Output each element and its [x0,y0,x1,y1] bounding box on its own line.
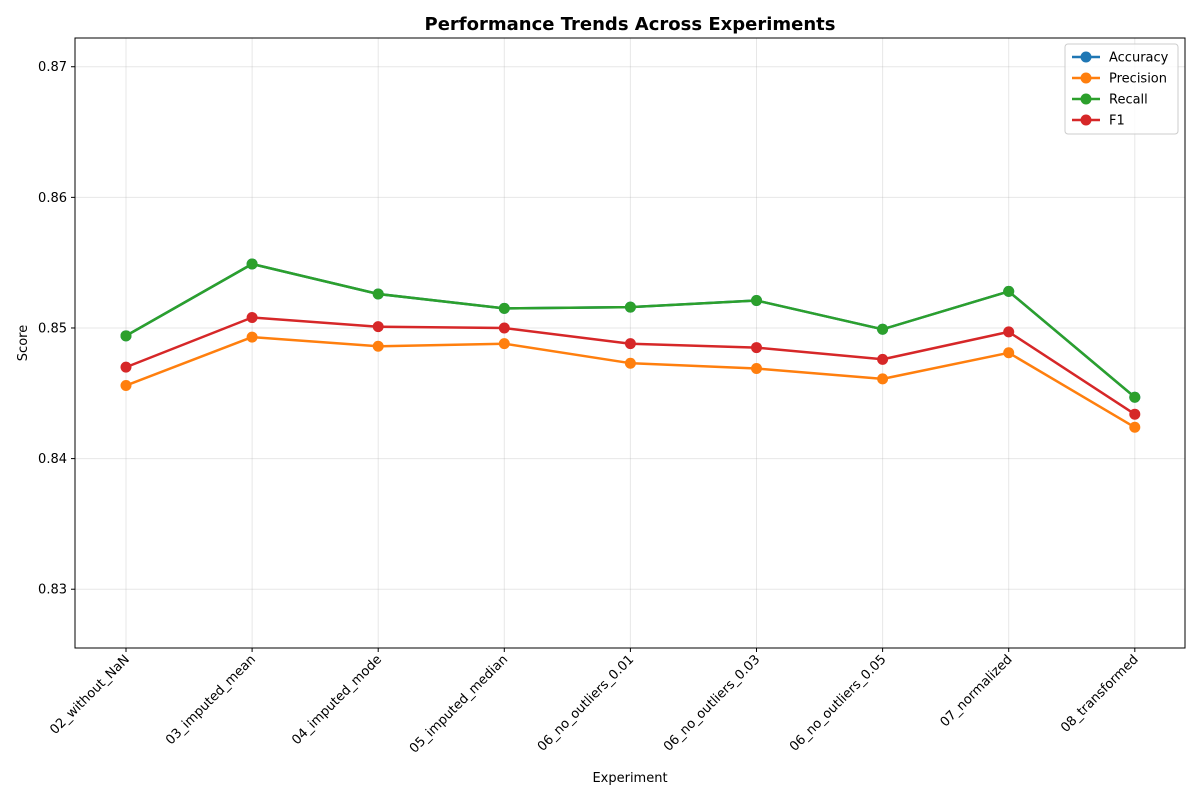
data-point [120,330,132,342]
data-point [372,340,384,352]
y-tick-label: 0.84 [38,452,67,467]
data-point [1129,391,1141,403]
data-point [372,288,384,300]
legend-label: F1 [1109,114,1125,129]
y-axis-label: Score [16,325,31,361]
y-tick-label: 0.83 [38,583,67,598]
y-tick-label: 0.87 [38,60,67,75]
data-point [624,301,636,313]
legend-swatch-marker [1080,93,1092,105]
data-point [1129,421,1141,433]
data-point [498,322,510,334]
legend-swatch-marker [1080,114,1092,126]
y-tick-label: 0.85 [38,321,67,336]
chart-title: Performance Trends Across Experiments [425,14,836,35]
data-point [246,312,258,324]
series-recall [120,258,1141,403]
data-point [624,357,636,369]
data-point [120,379,132,391]
series-f1 [120,312,1141,420]
data-point [877,323,889,335]
legend: Accuracy Precision Recall F1 [1064,43,1179,135]
legend-frame [1064,43,1179,135]
data-point [751,342,762,354]
data-point [877,373,889,385]
data-point [498,302,510,314]
y-tick-label: 0.86 [38,191,67,206]
data-point [624,338,636,350]
data-point [1003,326,1015,338]
data-point [120,361,132,373]
legend-swatch-marker [1080,51,1092,63]
data-point [372,321,384,333]
data-point [498,338,510,350]
data-point [751,295,762,307]
legend-label: Accuracy [1109,51,1169,66]
data-point [1003,285,1015,297]
legend-label: Recall [1109,93,1148,108]
series-precision [120,331,1141,433]
x-axis-label: Experiment [592,771,667,786]
y-axis-ticks: 0.83 0.84 0.85 0.86 0.87 [38,60,75,598]
data-point [751,362,762,374]
data-point [1003,347,1015,359]
data-point [877,353,889,365]
data-point [246,331,258,343]
series-layer [120,258,1141,433]
data-point [246,258,258,270]
legend-swatch-marker [1080,72,1092,84]
legend-label: Precision [1109,72,1167,87]
data-point [1129,408,1141,420]
